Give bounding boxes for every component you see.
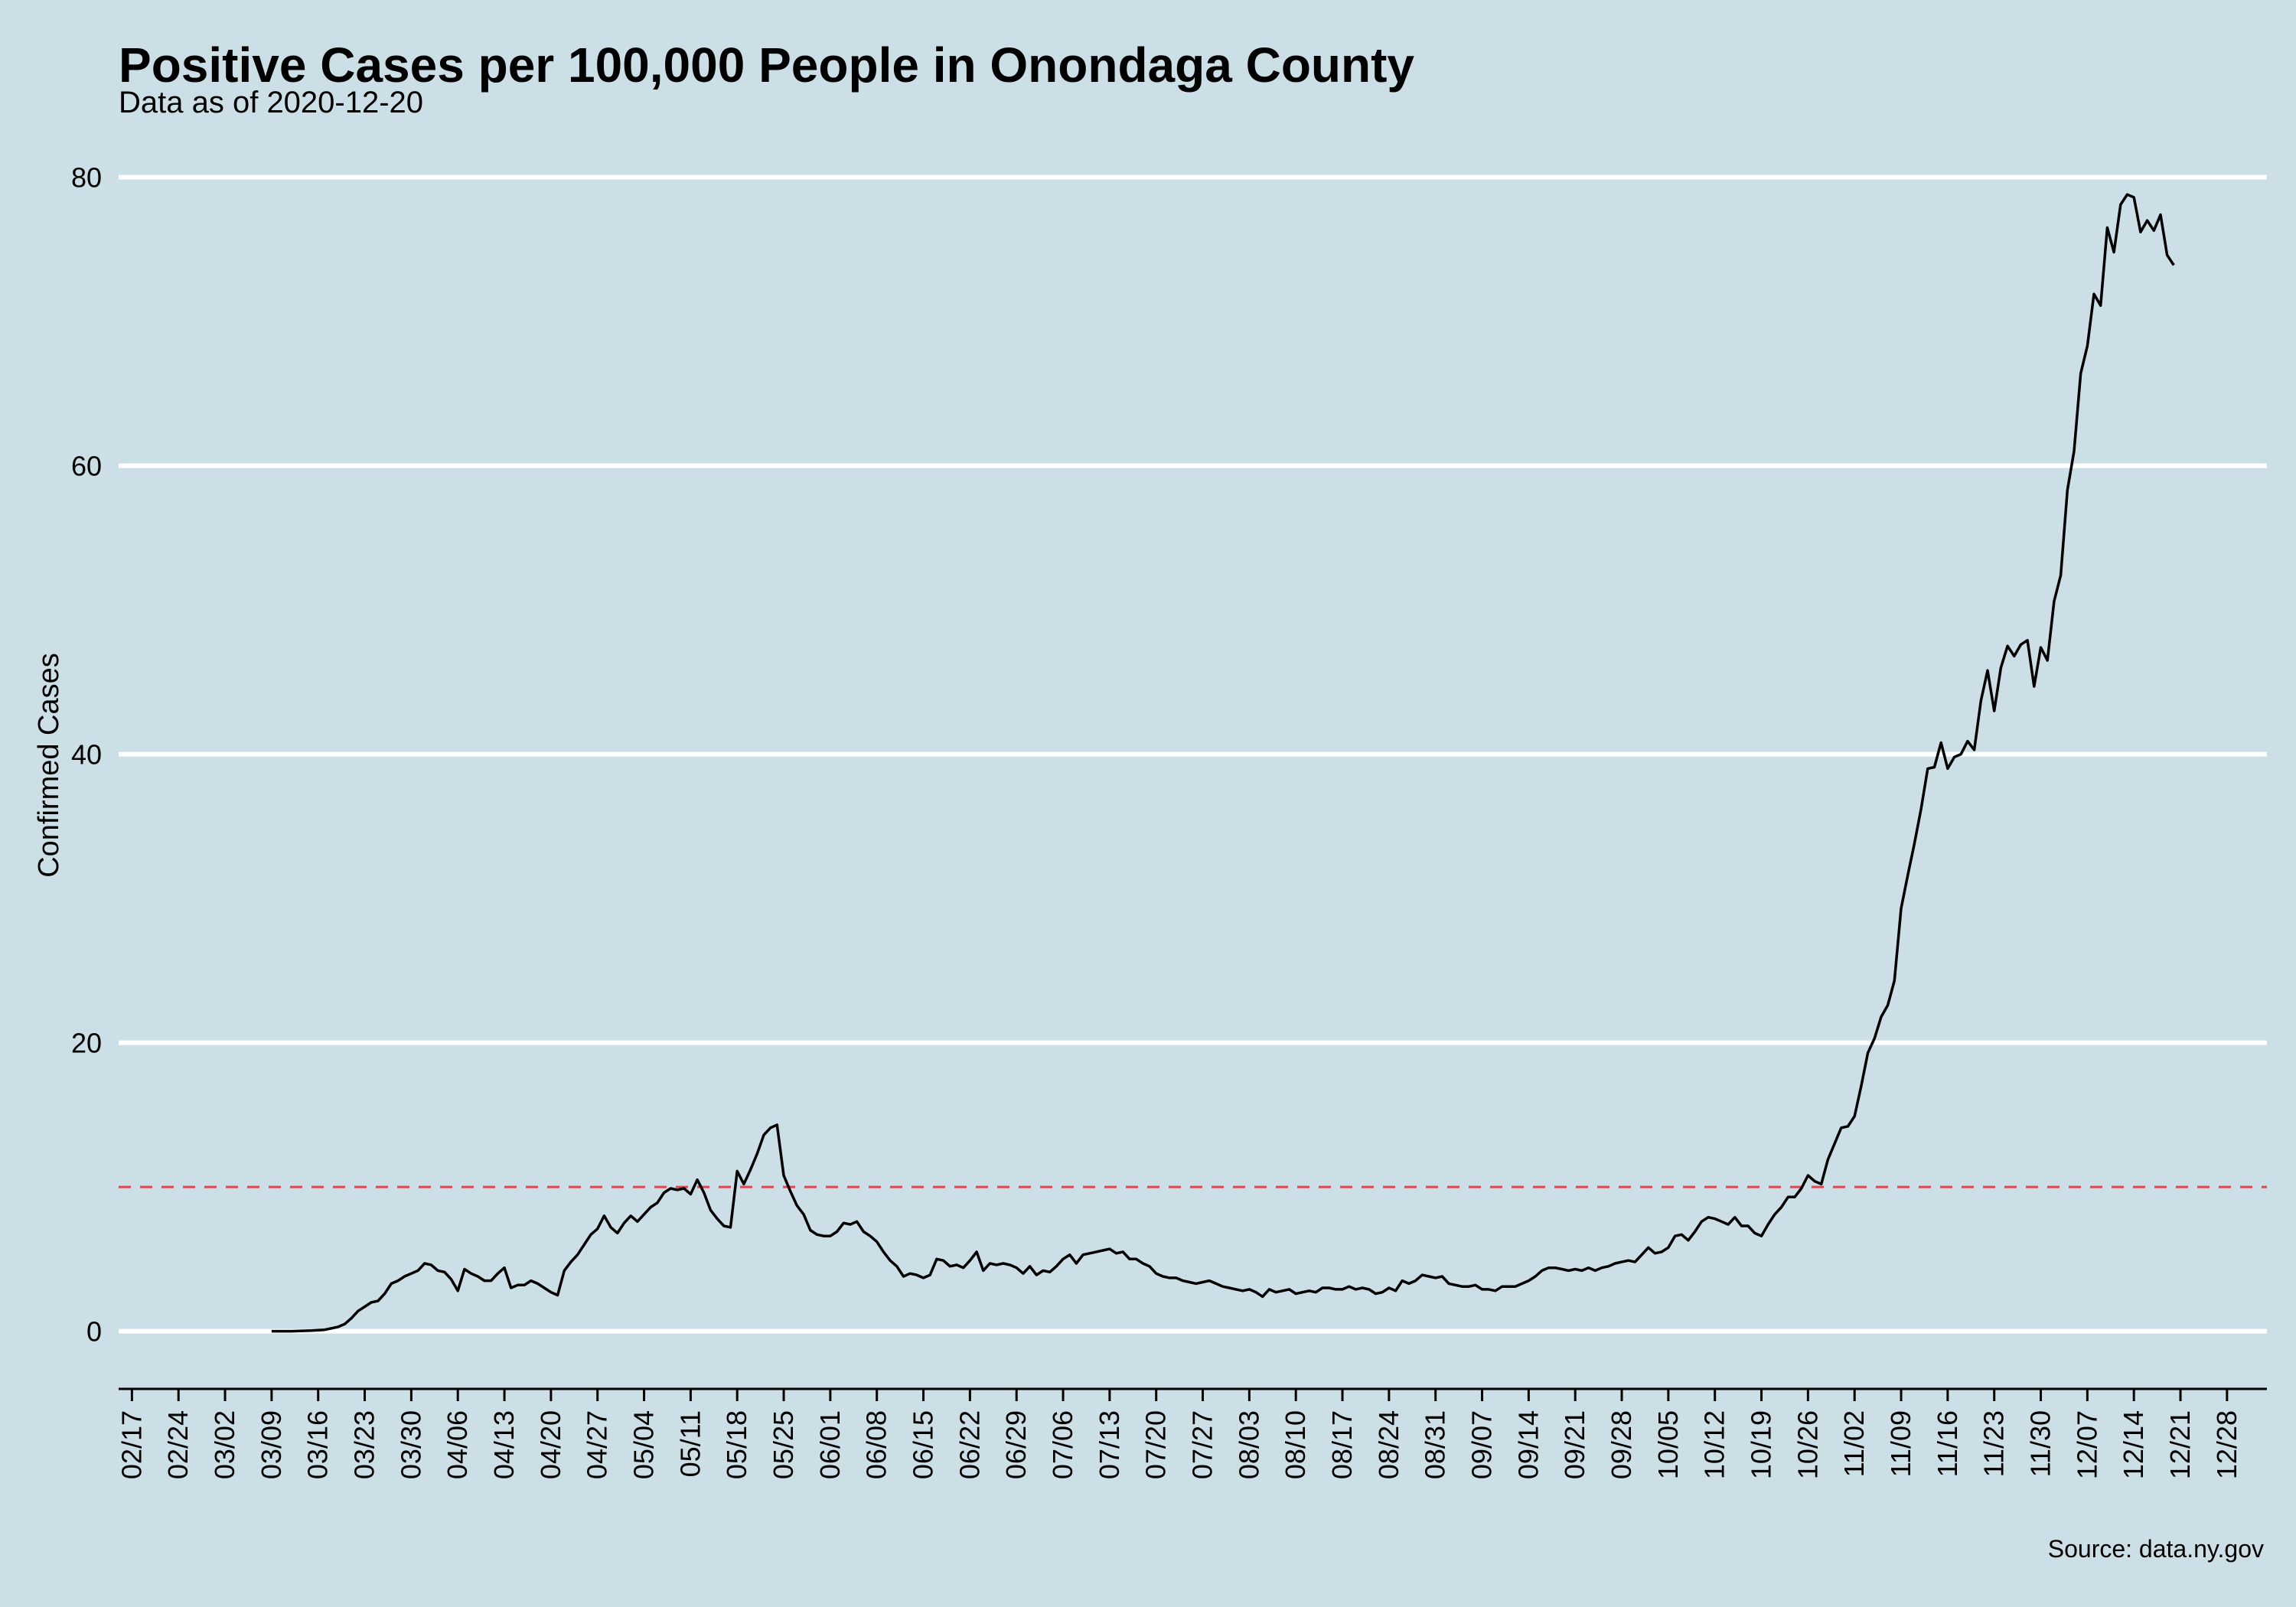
x-tick-label: 09/21 <box>1559 1410 1590 1479</box>
x-tick-label: 09/07 <box>1466 1410 1498 1479</box>
x-axis: 02/17 02/24 03/02 03/09 03/16 03/23 03/30 04/06… <box>116 1387 2267 1479</box>
x-tick-label: 04/20 <box>535 1410 566 1479</box>
x-tick-label: 08/03 <box>1233 1410 1264 1479</box>
x-tick-label: 07/13 <box>1094 1410 1125 1479</box>
x-tick-label: 03/16 <box>302 1410 334 1479</box>
series-line <box>271 193 2175 1333</box>
x-tick-label: 11/09 <box>1885 1410 1916 1477</box>
x-tick-label: 03/09 <box>256 1410 287 1479</box>
x-tick-label: 06/01 <box>814 1410 846 1479</box>
x-tick-label: 02/24 <box>162 1410 194 1479</box>
y-tick-label: 0 <box>86 1316 102 1348</box>
x-tick-label: 05/04 <box>628 1410 660 1479</box>
x-tick-label: 09/14 <box>1512 1410 1544 1479</box>
x-tick-label: 06/15 <box>908 1410 939 1479</box>
y-tick-label: 80 <box>71 162 102 194</box>
x-tick-label: 09/28 <box>1606 1410 1637 1479</box>
x-tick-label: 07/20 <box>1140 1410 1172 1479</box>
x-tick-label: 11/16 <box>1932 1410 1963 1477</box>
gridlines <box>119 174 2267 1334</box>
x-tick-label: 03/23 <box>349 1410 380 1479</box>
x-tick-label: 03/30 <box>395 1410 426 1479</box>
x-tick-label: 11/30 <box>2025 1410 2056 1477</box>
chart-subtitle: Data as of 2020-12-20 <box>119 86 424 119</box>
x-tick-label: 11/02 <box>1838 1410 1870 1477</box>
x-tick-label: 08/10 <box>1280 1410 1311 1479</box>
x-tick-label: 07/06 <box>1047 1410 1078 1479</box>
x-tick-label: 10/05 <box>1652 1410 1684 1479</box>
x-tick-label: 10/12 <box>1699 1410 1730 1479</box>
x-tick-label: 05/11 <box>674 1410 706 1477</box>
x-tick-label: 12/28 <box>2211 1410 2242 1479</box>
x-tick-label: 04/06 <box>442 1410 473 1479</box>
y-axis-title: Confirmed Cases <box>33 653 65 878</box>
x-tick-label: 05/25 <box>768 1410 799 1479</box>
x-tick-label: 12/07 <box>2071 1410 2102 1479</box>
x-tick-label: 02/17 <box>116 1410 147 1479</box>
x-tick-label: 08/31 <box>1420 1410 1451 1479</box>
x-tick-label: 05/18 <box>721 1410 752 1479</box>
y-tick-label: 60 <box>71 451 102 482</box>
x-tick-label: 08/24 <box>1373 1410 1404 1479</box>
y-axis: 0 20 40 60 80 <box>71 162 102 1348</box>
chart-title: Positive Cases per 100,000 People in Ono… <box>119 37 1414 93</box>
series-group <box>271 193 2175 1333</box>
x-tick-label: 06/22 <box>954 1410 985 1479</box>
x-tick-label: 08/17 <box>1326 1410 1358 1479</box>
y-tick-label: 40 <box>71 739 102 771</box>
source-caption: Source: data.ny.gov <box>2047 1535 2264 1563</box>
y-tick-label: 20 <box>71 1028 102 1059</box>
x-tick-label: 06/08 <box>861 1410 892 1479</box>
x-tick-label: 04/27 <box>582 1410 613 1479</box>
x-tick-label: 04/13 <box>488 1410 520 1479</box>
x-tick-label: 10/19 <box>1746 1410 1777 1479</box>
x-tick-label: 12/21 <box>2164 1410 2196 1479</box>
x-tick-label: 06/29 <box>1000 1410 1032 1479</box>
x-tick-label: 12/14 <box>2118 1410 2149 1479</box>
x-tick-label: 07/27 <box>1187 1410 1218 1479</box>
x-tick-label: 03/02 <box>209 1410 240 1479</box>
x-tick-label: 11/23 <box>1978 1410 2010 1477</box>
x-tick-label: 10/26 <box>1792 1410 1823 1479</box>
